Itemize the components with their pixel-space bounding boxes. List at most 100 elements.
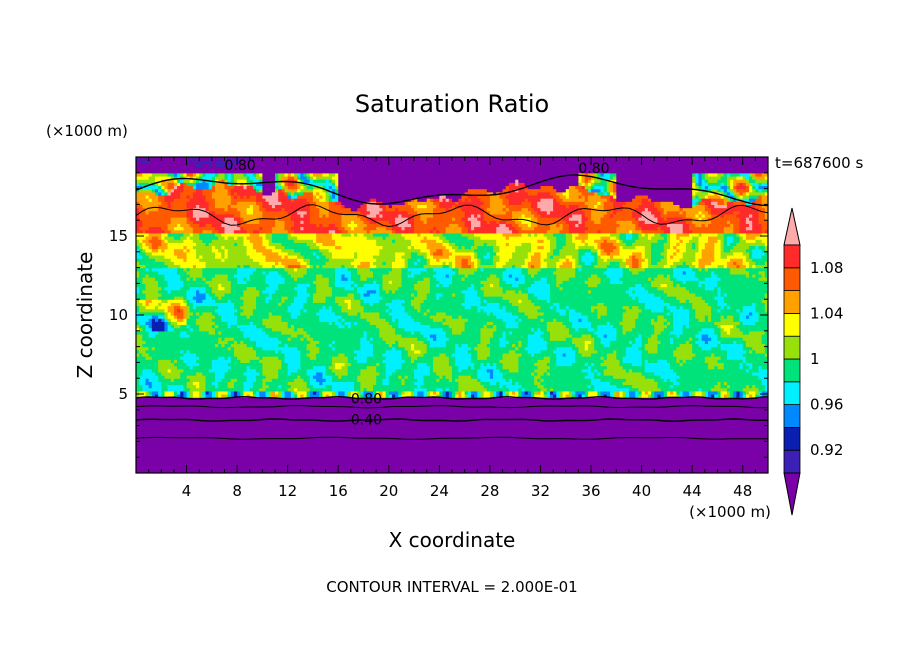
field-cell (186, 362, 200, 367)
field-cell (354, 384, 361, 389)
field-cell (505, 185, 510, 190)
field-cell (186, 302, 194, 307)
field-cell (136, 286, 140, 291)
field-cell (726, 292, 766, 297)
field-cell (148, 267, 153, 272)
field-cell (328, 280, 336, 284)
field-cell (720, 315, 725, 319)
field-cell (698, 194, 706, 199)
field-cell (543, 318, 554, 322)
field-cell (726, 204, 756, 209)
field-cell (294, 286, 308, 291)
field-cell (445, 394, 450, 398)
field-cell (186, 160, 191, 164)
field-cell (670, 232, 677, 237)
field-cell (515, 390, 519, 395)
field-cell (739, 172, 750, 177)
field-cell (758, 318, 768, 322)
field-cell (717, 324, 722, 329)
field-cell (742, 337, 763, 341)
field-cell (202, 390, 207, 395)
field-cell (404, 264, 409, 269)
field-cell (594, 362, 602, 367)
field-cell (625, 242, 633, 247)
field-cell (689, 264, 696, 269)
field-cell (673, 311, 690, 316)
field-cell (322, 273, 336, 278)
field-cell (259, 232, 267, 237)
field-cell (262, 236, 267, 240)
field-cell (610, 277, 621, 281)
field-cell (246, 394, 251, 398)
field-cell (227, 390, 232, 395)
field-cell (717, 179, 728, 183)
field-cell (398, 340, 425, 345)
field-cell (553, 194, 561, 199)
field-cell (723, 188, 728, 193)
field-cell (401, 356, 412, 360)
field-cell (742, 305, 756, 310)
field-cell (136, 371, 143, 376)
field-cell (584, 251, 592, 256)
field-cell (448, 264, 453, 269)
field-cell (151, 172, 169, 177)
field-cell (600, 378, 627, 382)
field-cell (385, 375, 390, 379)
field-cell (572, 346, 579, 351)
field-cell (616, 349, 627, 354)
field-cell (136, 422, 768, 427)
field-cell (591, 352, 608, 357)
field-cell (632, 258, 640, 262)
field-cell (354, 280, 374, 284)
field-cell (142, 327, 147, 332)
field-cell (401, 273, 409, 278)
field-cell (401, 302, 412, 307)
field-cell (515, 182, 519, 187)
field-cell (483, 324, 488, 329)
field-cell (401, 226, 406, 231)
field-cell (154, 175, 172, 180)
field-cell (142, 302, 147, 307)
field-cell (673, 273, 696, 278)
field-cell (452, 368, 459, 373)
field-cell (237, 390, 241, 395)
field-cell (354, 220, 365, 224)
field-cell (192, 210, 210, 215)
field-cell (369, 264, 377, 269)
field-cell (265, 232, 273, 237)
field-cell (505, 308, 519, 313)
field-cell (148, 324, 153, 329)
field-cell (136, 457, 768, 461)
field-cell (543, 371, 548, 376)
field-cell (761, 182, 768, 187)
field-cell (663, 245, 671, 250)
field-cell (594, 368, 598, 373)
field-cell (237, 191, 263, 196)
field-cell (215, 172, 219, 177)
field-cell (281, 365, 289, 370)
field-cell (341, 308, 365, 313)
field-cell (597, 394, 602, 398)
field-cell (638, 258, 646, 262)
field-cell (357, 375, 377, 379)
field-cell (189, 179, 194, 183)
field-cell (635, 239, 658, 243)
field-cell (142, 204, 159, 209)
field-cell (306, 264, 311, 269)
field-cell (657, 239, 668, 243)
field-cell (616, 188, 693, 193)
field-cell (524, 311, 545, 316)
field-cell (657, 226, 662, 231)
field-cell (145, 390, 150, 395)
field-cell (265, 198, 279, 202)
field-cell (584, 175, 592, 180)
field-cell (502, 277, 516, 281)
field-cell (136, 157, 140, 161)
field-cell (297, 368, 308, 373)
field-cell (338, 324, 346, 329)
field-cell (660, 204, 681, 209)
field-cell (376, 264, 393, 269)
field-cell (401, 394, 412, 398)
field-cell (537, 204, 554, 209)
field-cell (316, 232, 333, 237)
